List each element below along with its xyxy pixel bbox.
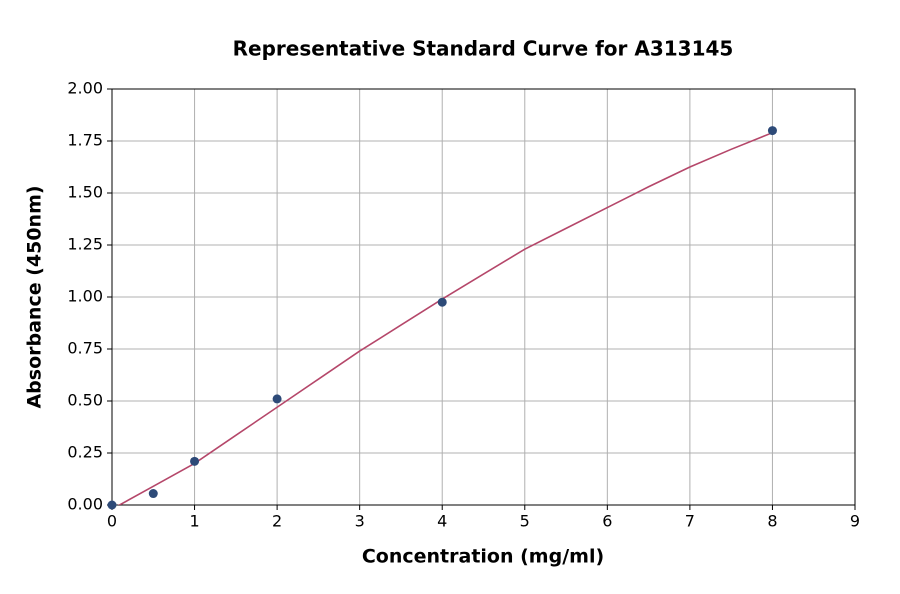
y-tick-label: 0.50 (67, 391, 103, 410)
y-tick-label: 1.50 (67, 183, 103, 202)
y-tick-label: 2.00 (67, 79, 103, 98)
data-point (190, 456, 200, 466)
y-tick-label: 1.75 (67, 131, 103, 150)
y-tick-label: 0.75 (67, 339, 103, 358)
x-tick-label: 4 (437, 512, 447, 531)
y-axis-label: Absorbance (450nm) (24, 185, 46, 408)
data-point (107, 500, 117, 510)
chart-title: Representative Standard Curve for A31314… (233, 37, 734, 61)
x-tick-label: 7 (685, 512, 695, 531)
y-tick-label: 1.25 (67, 235, 103, 254)
x-tick-label: 6 (602, 512, 612, 531)
x-axis-label: Concentration (mg/ml) (362, 546, 604, 568)
data-point (767, 126, 777, 136)
x-tick-label: 1 (189, 512, 199, 531)
data-point (272, 394, 282, 404)
x-tick-label: 3 (355, 512, 365, 531)
x-tick-label: 8 (767, 512, 777, 531)
y-tick-label: 0.00 (67, 495, 103, 514)
x-tick-label: 2 (272, 512, 282, 531)
plot-frame (111, 88, 856, 506)
x-tick-label: 0 (107, 512, 117, 531)
x-tick-label: 5 (520, 512, 530, 531)
data-point (148, 489, 158, 499)
y-tick-label: 1.00 (67, 287, 103, 306)
y-tick-label: 0.25 (67, 443, 103, 462)
x-tick-label: 9 (850, 512, 860, 531)
data-point (437, 297, 447, 307)
